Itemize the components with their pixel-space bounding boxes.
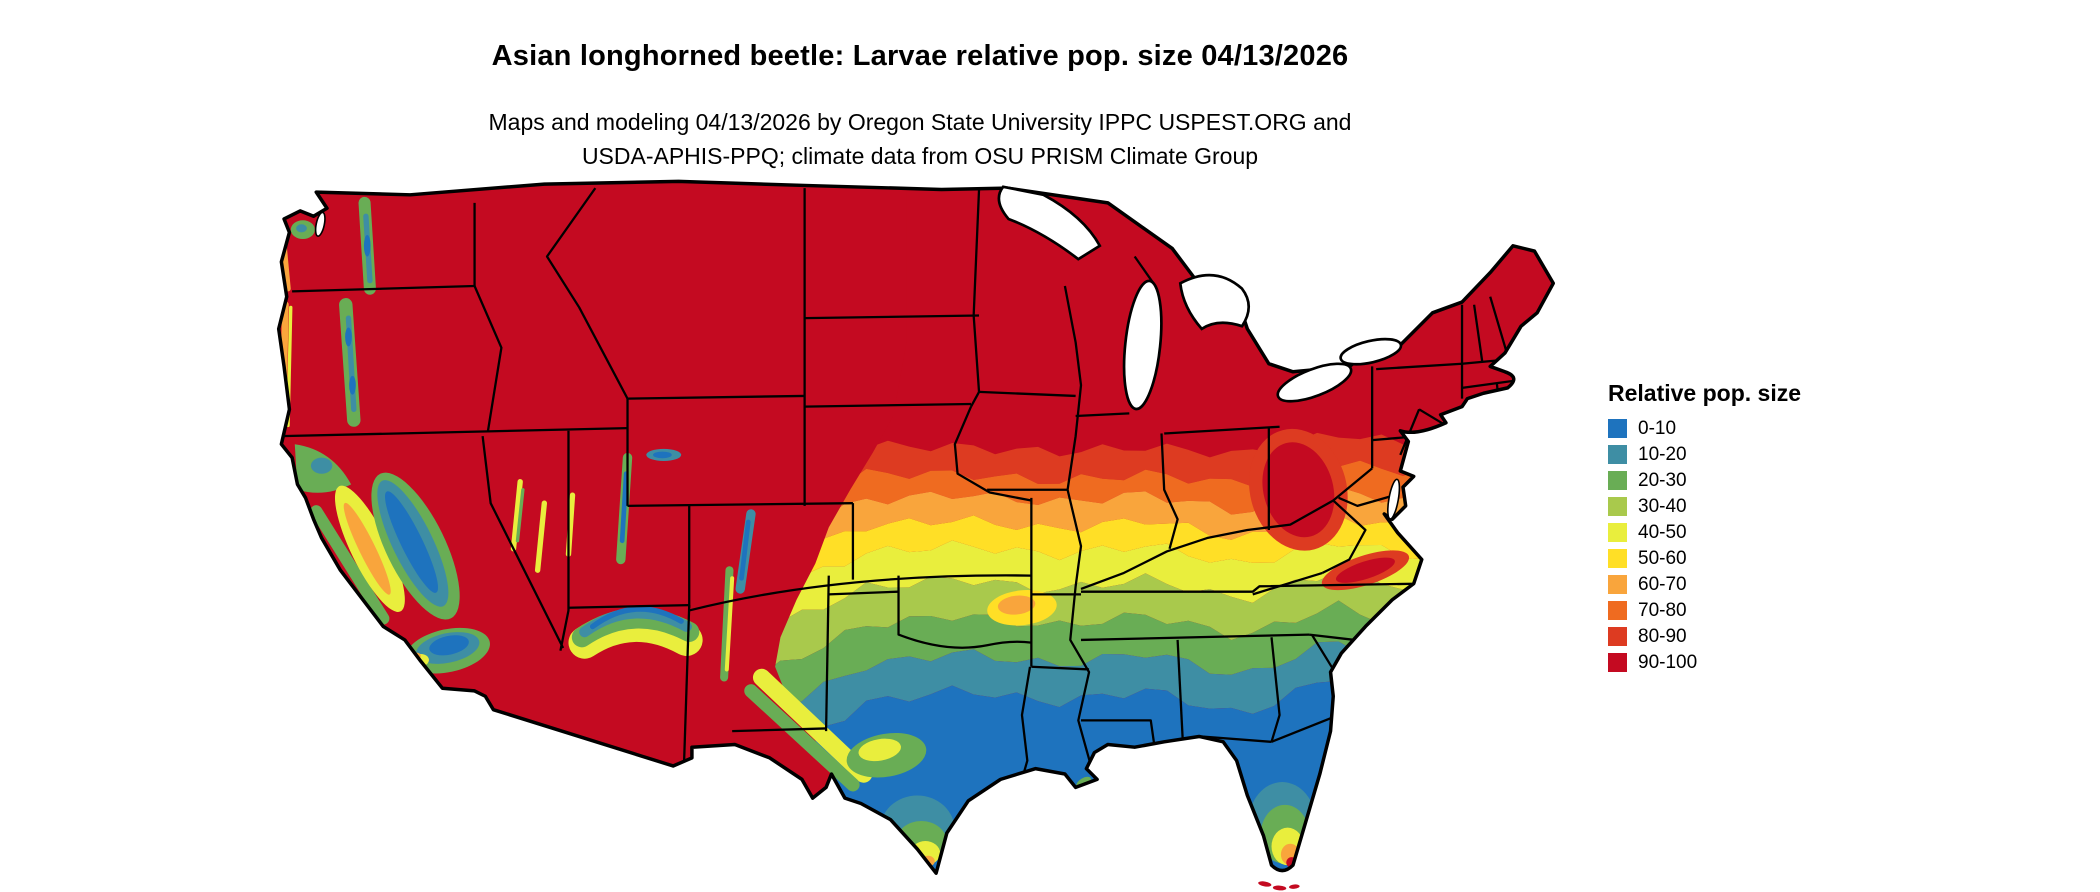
figure-subtitle-line2: USDA-APHIS-PPQ; climate data from OSU PR… (581, 143, 1259, 169)
legend-item: 60-70 (1608, 575, 1801, 594)
legend-item-label: 30-40 (1638, 496, 1687, 517)
florida-keys (1258, 881, 1300, 891)
legend-item: 0-10 (1608, 419, 1801, 438)
legend-swatch (1608, 601, 1627, 620)
legend-item: 40-50 (1608, 523, 1801, 542)
us-map (276, 179, 1556, 891)
legend-item: 80-90 (1608, 627, 1801, 646)
legend-swatch (1608, 549, 1627, 568)
state-borders (281, 187, 1522, 799)
legend-item: 90-100 (1608, 653, 1801, 672)
legend-item: 30-40 (1608, 497, 1801, 516)
legend-items: 0-10 10-20 20-30 30-40 40-50 50-60 60-70 70-80 8… (1608, 419, 1801, 672)
legend-swatch (1608, 445, 1627, 464)
legend-swatch (1608, 523, 1627, 542)
legend-swatch (1608, 575, 1627, 594)
national-outline (276, 179, 1556, 875)
legend-item-label: 10-20 (1638, 444, 1687, 465)
legend-item: 50-60 (1608, 549, 1801, 568)
legend-swatch (1608, 419, 1627, 438)
legend-item-label: 50-60 (1638, 548, 1687, 569)
legend-item-label: 70-80 (1638, 600, 1687, 621)
legend-swatch (1608, 653, 1627, 672)
legend-swatch (1608, 627, 1627, 646)
legend-item-label: 0-10 (1638, 418, 1677, 439)
legend-item: 20-30 (1608, 471, 1801, 490)
great-lakes (314, 185, 1403, 520)
legend-item: 10-20 (1608, 445, 1801, 464)
legend-swatch (1608, 497, 1627, 516)
legend: Relative pop. size 0-10 10-20 20-30 30-40 40… (1608, 380, 1801, 679)
legend-swatch (1608, 471, 1627, 490)
figure-title: Asian longhorned beetle: Larvae relative… (491, 40, 1349, 72)
legend-item-label: 40-50 (1638, 522, 1687, 543)
legend-item-label: 60-70 (1638, 574, 1687, 595)
legend-title: Relative pop. size (1608, 380, 1802, 406)
legend-item-label: 90-100 (1638, 652, 1698, 673)
figure-header: Asian longhorned beetle: Larvae relative… (0, 0, 1840, 169)
legend-item: 70-80 (1608, 601, 1801, 620)
figure-subtitle: Maps and modeling 04/13/2026 by Oregon S… (0, 105, 1840, 173)
color-bands (278, 181, 1554, 874)
figure-subtitle-line1: Maps and modeling 04/13/2026 by Oregon S… (488, 109, 1352, 135)
legend-item-label: 20-30 (1638, 470, 1687, 491)
legend-item-label: 80-90 (1638, 626, 1687, 647)
